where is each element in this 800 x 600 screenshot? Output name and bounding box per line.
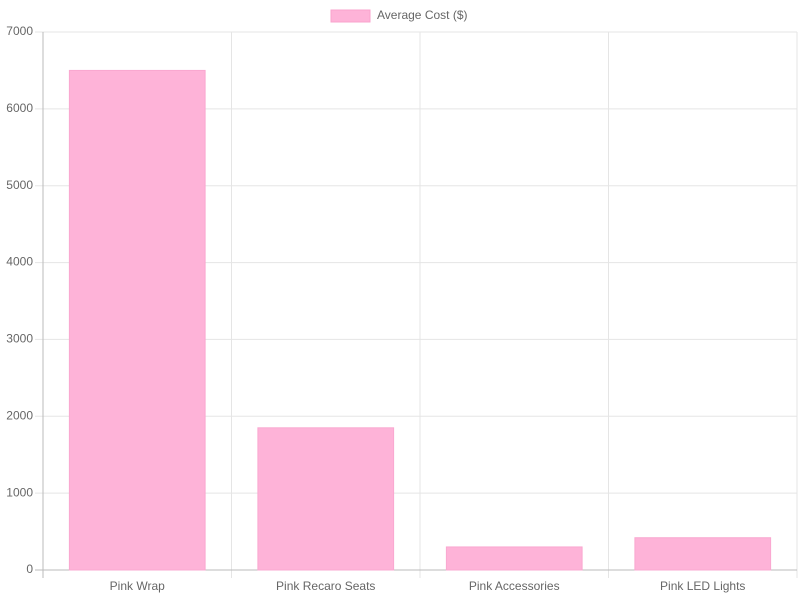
x-tick-label: Pink LED Lights <box>660 579 745 593</box>
x-tick-label: Pink Recaro Seats <box>276 579 375 593</box>
y-tick-label: 2000 <box>6 408 33 422</box>
y-tick-label: 7000 <box>6 24 33 38</box>
y-tick-label: 0 <box>26 562 33 576</box>
bar <box>634 537 772 571</box>
y-tick-label: 1000 <box>6 485 33 499</box>
bar <box>68 69 206 571</box>
legend-label: Average Cost ($) <box>377 8 468 22</box>
legend-swatch <box>330 9 371 23</box>
bar <box>445 546 583 571</box>
y-tick-label: 3000 <box>6 332 33 346</box>
x-tick-label: Pink Accessories <box>469 579 560 593</box>
bar <box>257 427 395 571</box>
x-tick-label: Pink Wrap <box>110 579 165 593</box>
y-tick-label: 5000 <box>6 178 33 192</box>
y-tick-label: 4000 <box>6 255 33 269</box>
y-tick-label: 6000 <box>6 101 33 115</box>
